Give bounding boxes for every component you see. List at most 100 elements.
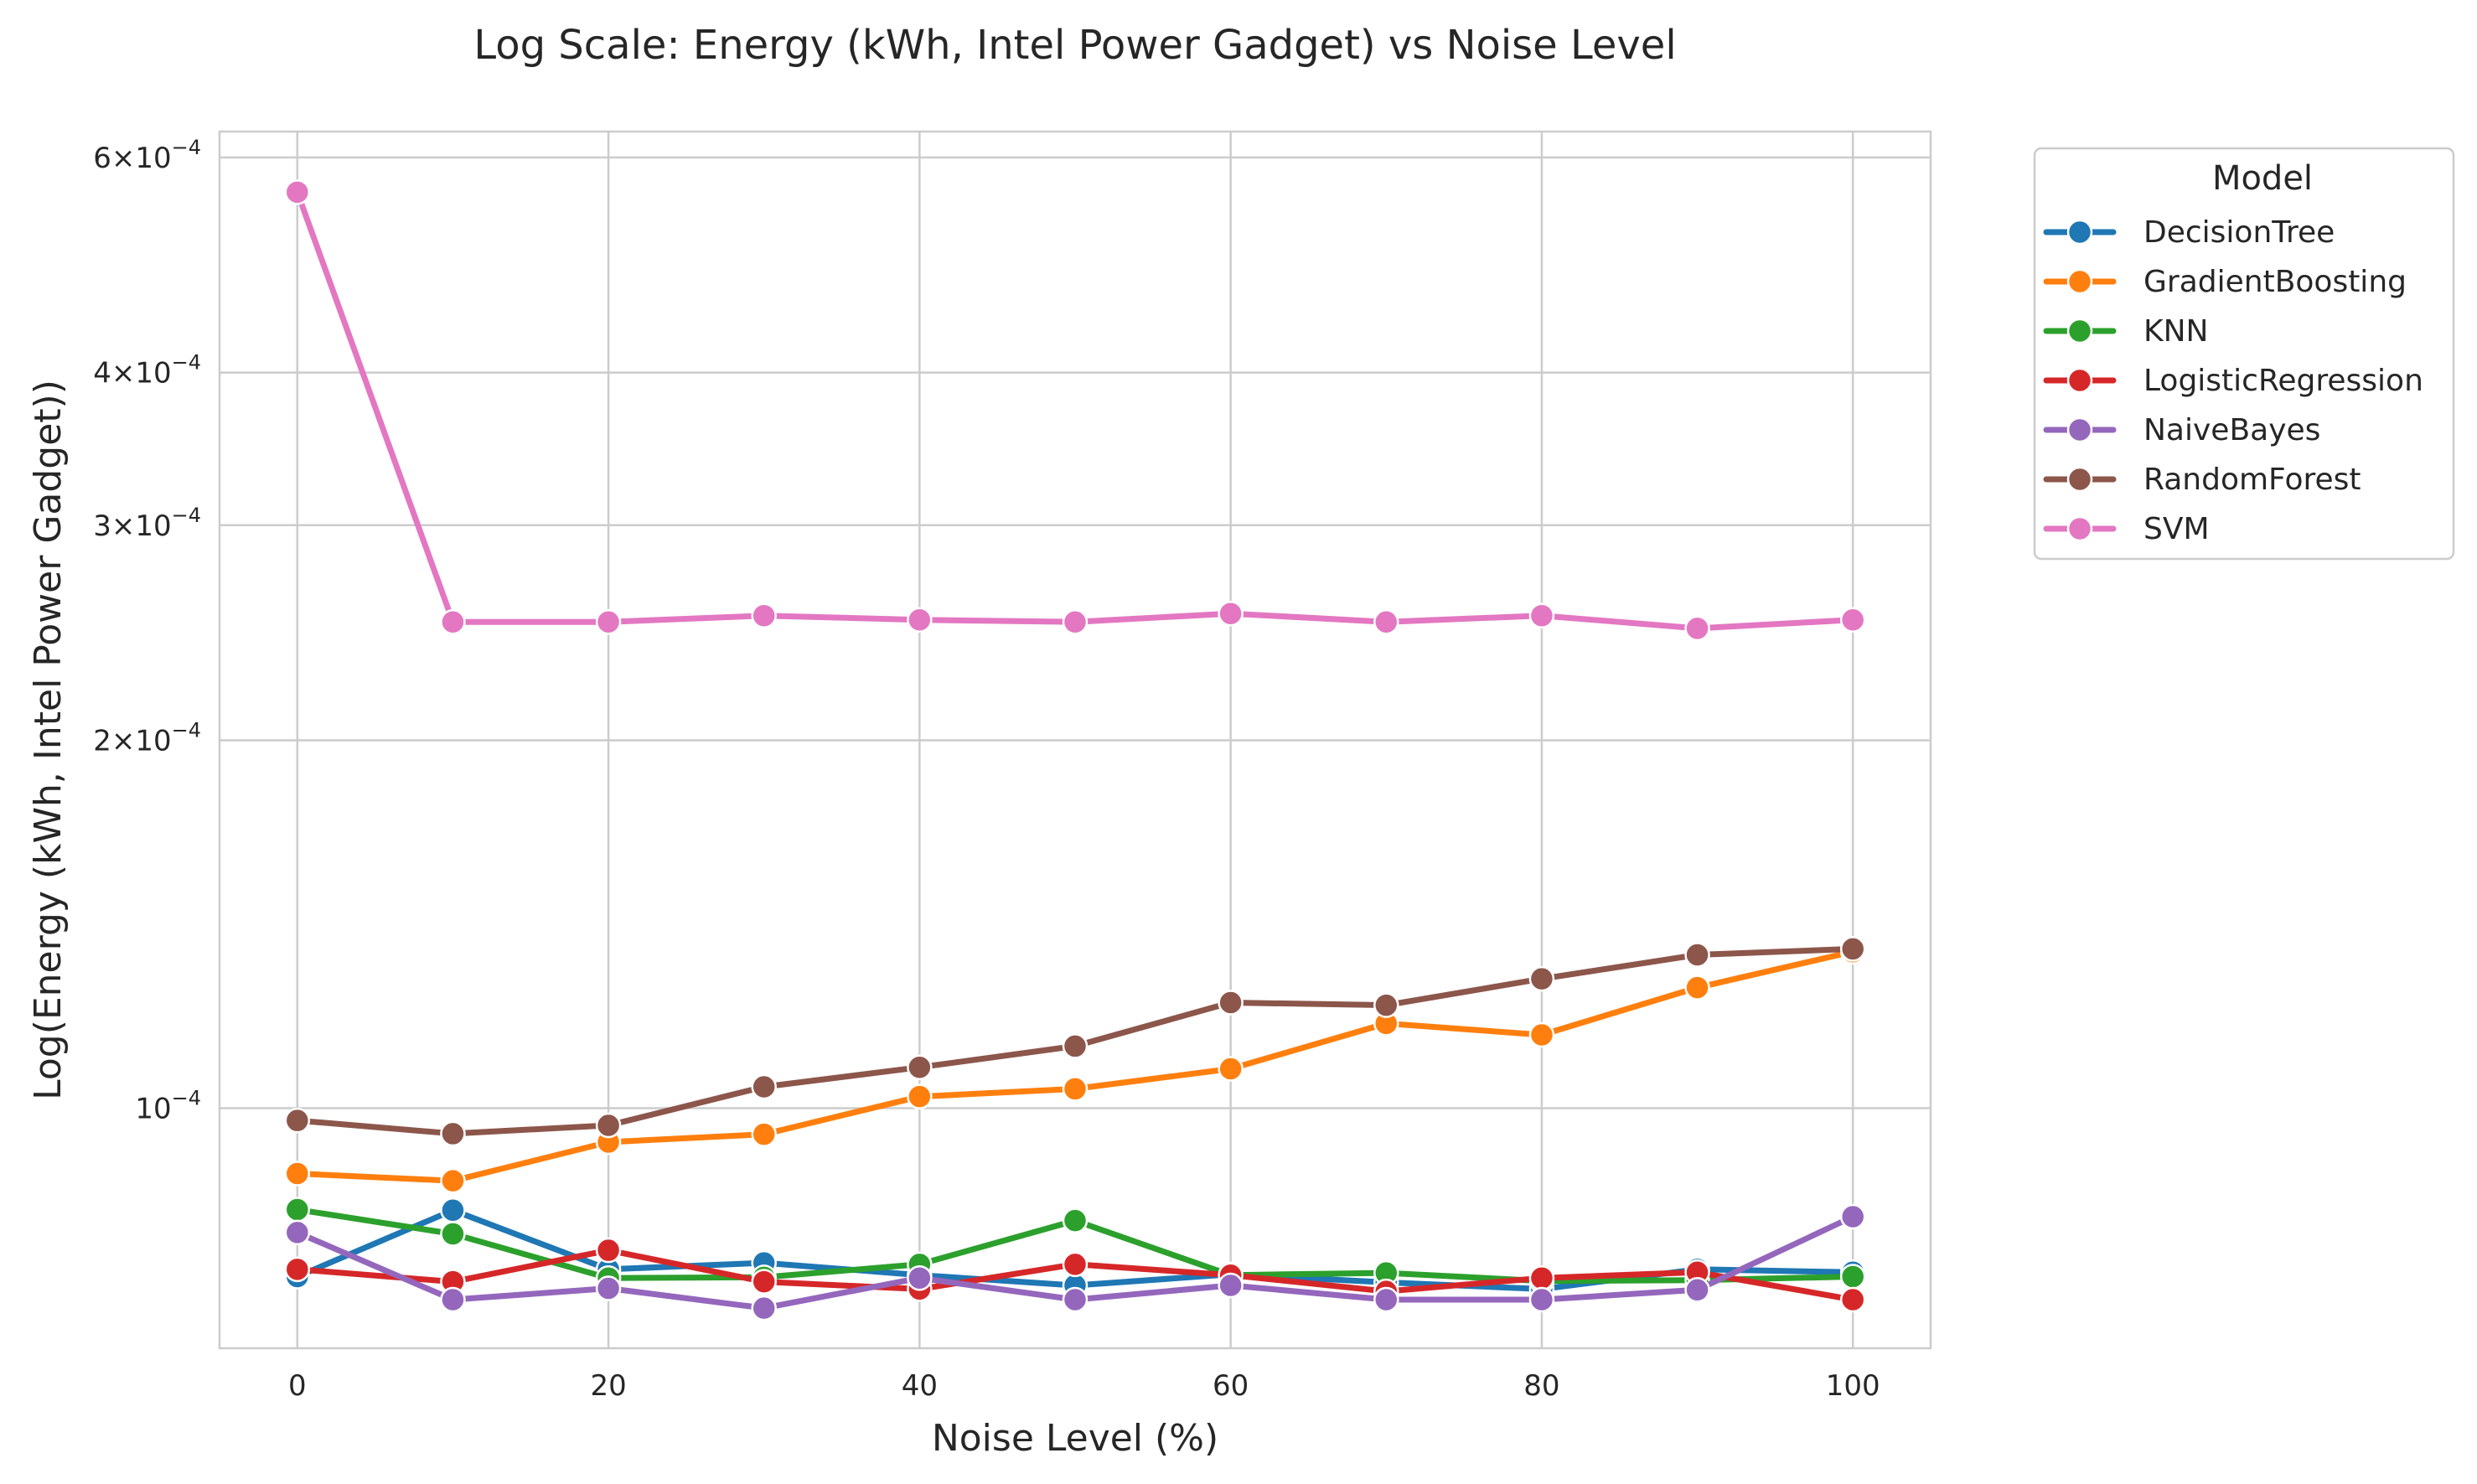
data-point[interactable] xyxy=(595,608,622,635)
data-point[interactable] xyxy=(1528,1264,1555,1291)
data-point[interactable] xyxy=(1218,1272,1244,1299)
legend-swatch-marker xyxy=(2066,416,2093,443)
legend-label: LogisticRegression xyxy=(2143,364,2423,398)
data-point[interactable] xyxy=(1684,615,1710,642)
gridlines xyxy=(220,132,1931,1348)
legend-label: NaiveBayes xyxy=(2143,413,2320,447)
legend-swatch-marker xyxy=(2066,219,2093,246)
legend-item-LogisticRegression[interactable]: LogisticRegression xyxy=(2043,364,2423,398)
data-point[interactable] xyxy=(1062,608,1089,635)
legend-swatch-marker xyxy=(2066,515,2093,542)
x-tick-label: 0 xyxy=(288,1369,307,1403)
x-tick-label: 80 xyxy=(1523,1369,1559,1403)
data-point[interactable] xyxy=(1062,1251,1089,1278)
legend-label: DecisionTree xyxy=(2143,215,2335,250)
x-tick-label: 100 xyxy=(1826,1369,1880,1403)
legend-swatch-marker xyxy=(2066,466,2093,493)
data-point[interactable] xyxy=(1062,1033,1089,1059)
data-point[interactable] xyxy=(1684,942,1710,968)
legend-swatch-marker xyxy=(2066,268,2093,295)
y-tick-label: 2×10−4 xyxy=(93,719,201,758)
data-point[interactable] xyxy=(1684,1277,1710,1303)
data-point[interactable] xyxy=(440,1197,466,1223)
legend-label: SVM xyxy=(2143,512,2210,546)
series-NaiveBayes xyxy=(284,1203,1866,1321)
y-tick-label: 4×10−4 xyxy=(93,351,201,390)
data-point[interactable] xyxy=(907,1264,933,1291)
data-point[interactable] xyxy=(284,1107,311,1134)
data-point[interactable] xyxy=(751,1269,777,1295)
legend-box xyxy=(2033,147,2455,561)
data-point[interactable] xyxy=(595,1275,622,1301)
series-SVM xyxy=(284,179,1866,642)
data-point[interactable] xyxy=(751,1073,777,1100)
x-tick-labels: 0 20 40 60 80 100 xyxy=(288,1369,1880,1403)
data-point[interactable] xyxy=(440,1167,466,1194)
data-point[interactable] xyxy=(1062,1286,1089,1313)
legend-item-RandomForest[interactable]: RandomForest xyxy=(2043,463,2361,497)
series-layer xyxy=(284,179,1866,1321)
y-tick-label: 3×10−4 xyxy=(93,504,201,543)
data-point[interactable] xyxy=(751,602,777,628)
data-point[interactable] xyxy=(595,1237,622,1264)
legend-title: Model xyxy=(2212,159,2313,198)
legend[interactable]: Model DecisionTree GradientBoosting KNN Log… xyxy=(2033,147,2455,561)
legend-swatch-marker xyxy=(2066,367,2093,394)
series-RandomForest xyxy=(284,936,1866,1147)
data-point[interactable] xyxy=(1218,990,1244,1016)
data-point[interactable] xyxy=(1839,1264,1866,1290)
x-tick-label: 20 xyxy=(590,1369,626,1403)
data-point[interactable] xyxy=(751,1121,777,1147)
legend-items: DecisionTree GradientBoosting KNN LogisticR… xyxy=(2043,215,2423,546)
data-point[interactable] xyxy=(1218,600,1244,627)
y-tick-labels: 6×10−4 4×10−4 3×10−4 2×10−4 10−4 xyxy=(93,136,201,1126)
data-point[interactable] xyxy=(1528,1286,1555,1313)
x-tick-label: 40 xyxy=(902,1369,938,1403)
chart-title: Log Scale: Energy (kWh, Intel Power Gadg… xyxy=(473,22,1676,69)
legend-item-NaiveBayes[interactable]: NaiveBayes xyxy=(2043,413,2320,447)
y-tick-label: 6×10−4 xyxy=(93,136,201,175)
data-point[interactable] xyxy=(1684,975,1710,1001)
x-axis-label: Noise Level (%) xyxy=(932,1417,1218,1460)
data-point[interactable] xyxy=(1373,992,1399,1018)
data-point[interactable] xyxy=(1062,1076,1089,1102)
data-point[interactable] xyxy=(440,1286,466,1313)
data-point[interactable] xyxy=(440,608,466,635)
data-point[interactable] xyxy=(907,607,933,633)
data-point[interactable] xyxy=(1839,1203,1866,1230)
data-point[interactable] xyxy=(1839,607,1866,633)
data-point[interactable] xyxy=(284,1197,311,1223)
legend-swatch-marker xyxy=(2066,318,2093,344)
y-axis-label: Log(Energy (kWh, Intel Power Gadget)) xyxy=(27,380,70,1100)
data-point[interactable] xyxy=(1062,1207,1089,1233)
data-point[interactable] xyxy=(284,1256,311,1283)
legend-item-KNN[interactable]: KNN xyxy=(2043,314,2208,349)
data-point[interactable] xyxy=(1373,1286,1399,1313)
data-point[interactable] xyxy=(284,179,311,205)
data-point[interactable] xyxy=(907,1083,933,1109)
data-point[interactable] xyxy=(284,1219,311,1246)
y-tick-label: 10−4 xyxy=(135,1086,201,1125)
legend-item-DecisionTree[interactable]: DecisionTree xyxy=(2043,215,2335,250)
data-point[interactable] xyxy=(1839,1286,1866,1313)
data-point[interactable] xyxy=(1528,1021,1555,1048)
data-point[interactable] xyxy=(595,1112,622,1139)
data-point[interactable] xyxy=(440,1120,466,1147)
legend-label: RandomForest xyxy=(2143,463,2361,497)
legend-item-GradientBoosting[interactable]: GradientBoosting xyxy=(2043,265,2407,299)
plot-frame xyxy=(218,130,1932,1350)
data-point[interactable] xyxy=(1839,936,1866,962)
data-point[interactable] xyxy=(751,1295,777,1321)
data-point[interactable] xyxy=(1218,1056,1244,1082)
data-point[interactable] xyxy=(284,1161,311,1187)
legend-label: KNN xyxy=(2143,314,2208,349)
data-point[interactable] xyxy=(907,1054,933,1080)
data-point[interactable] xyxy=(1528,965,1555,992)
x-tick-label: 60 xyxy=(1213,1369,1249,1403)
data-point[interactable] xyxy=(1373,608,1399,635)
data-point[interactable] xyxy=(440,1221,466,1247)
legend-label: GradientBoosting xyxy=(2143,265,2407,299)
legend-item-SVM[interactable]: SVM xyxy=(2043,512,2210,546)
data-point[interactable] xyxy=(1528,602,1555,628)
